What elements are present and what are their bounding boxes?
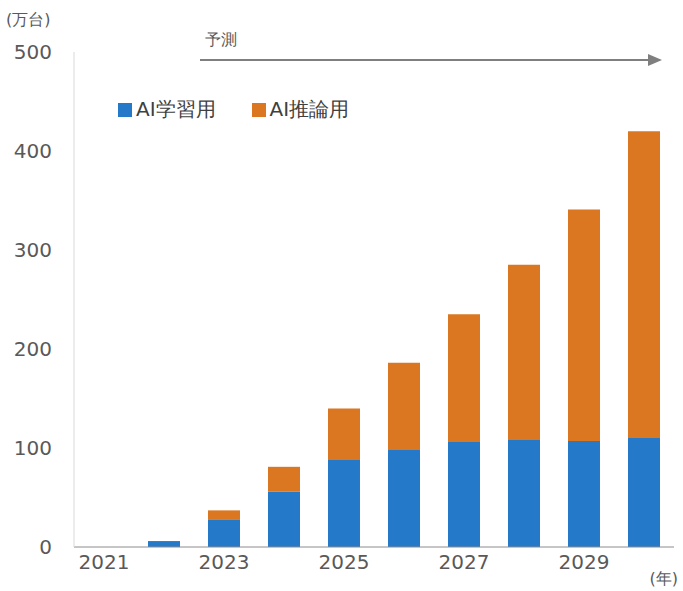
svg-text:0: 0	[39, 535, 52, 559]
svg-text:400: 400	[14, 139, 52, 163]
svg-text:300: 300	[14, 238, 52, 262]
svg-text:100: 100	[14, 436, 52, 460]
html-text:AI学習用: AI学習用	[136, 97, 216, 121]
svg-text:500: 500	[14, 40, 52, 64]
svg-text:2021: 2021	[79, 550, 130, 574]
svg-text:2023: 2023	[199, 550, 250, 574]
html-text:予測: 予測	[205, 30, 237, 49]
svg-text:200: 200	[14, 337, 52, 361]
svg-text:2029: 2029	[559, 550, 610, 574]
html-text:(年): (年)	[649, 569, 678, 588]
svg-text:2025: 2025	[319, 550, 370, 574]
svg-text:2027: 2027	[439, 550, 490, 574]
html-text:(万台): (万台)	[6, 10, 51, 29]
html-text:AI推論用: AI推論用	[269, 97, 350, 121]
